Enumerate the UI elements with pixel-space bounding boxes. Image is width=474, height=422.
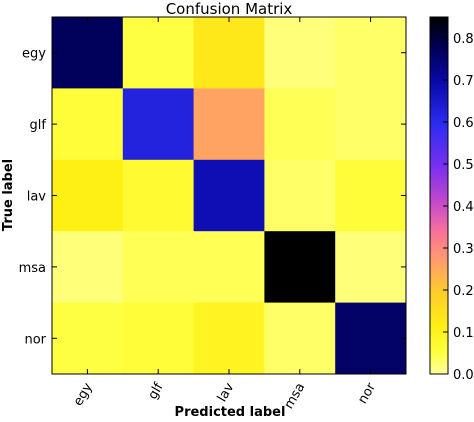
x-tick-label-glf: glf — [145, 380, 166, 402]
x-axis-label: Predicted label — [175, 405, 286, 420]
y-tick-label-egy: egy — [22, 47, 46, 62]
heatmap-cell-glf-lav — [193, 88, 265, 161]
heatmap-cell-nor-glf — [122, 302, 195, 375]
colorbar-tick-label: 0.0 — [453, 368, 474, 383]
heatmap-cell-egy-glf — [122, 17, 195, 89]
colorbar-tick-label: 0.1 — [453, 326, 474, 341]
heatmap-cell-msa-msa — [264, 231, 336, 304]
y-axis-ticks: egy glf lav msa nor — [19, 47, 406, 347]
x-tick-label-egy: egy — [71, 380, 96, 409]
heatmap-cell-msa-glf — [122, 231, 195, 304]
heatmap-cell-glf-msa — [264, 88, 336, 161]
colorbar-tick-label: 0.8 — [453, 32, 474, 47]
colorbar-ticks: 0.0 0.1 0.2 0.3 0.4 0.5 0.6 0.7 0.8 — [443, 32, 474, 383]
colorbar — [429, 16, 449, 375]
heatmap-cell-egy-msa — [264, 17, 336, 89]
y-tick-label-lav: lav — [27, 190, 47, 205]
x-tick-label-lav: lav — [215, 380, 238, 404]
heatmap-cell-lav-glf — [122, 159, 195, 232]
y-tick-label-msa: msa — [19, 261, 46, 276]
chart-title: Confusion Matrix — [166, 0, 293, 18]
heatmap-cell-egy-egy — [52, 17, 124, 89]
colorbar-tick-label: 0.3 — [453, 242, 474, 257]
heatmap-cell-lav-egy — [52, 159, 124, 232]
colorbar-tick-label: 0.4 — [453, 200, 474, 215]
heatmap-cell-egy-nor — [335, 17, 407, 89]
heatmap-cell-nor-egy — [52, 302, 124, 375]
y-axis-label: True label — [1, 159, 16, 231]
heatmap-cell-nor-lav — [193, 302, 265, 375]
heatmap-cell-glf-egy — [52, 88, 124, 161]
x-tick-label-nor: nor — [355, 380, 379, 407]
heatmap-cell-lav-nor — [335, 159, 407, 232]
heatmap-cell-msa-egy — [52, 231, 124, 304]
y-tick-label-glf: glf — [30, 118, 47, 133]
colorbar-tick-label: 0.2 — [453, 284, 474, 299]
heatmap-cell-lav-lav — [193, 159, 265, 232]
heatmap-cells — [52, 17, 407, 375]
heatmap-cell-nor-msa — [264, 302, 336, 375]
x-tick-label-msa: msa — [282, 381, 309, 412]
y-tick-label-nor: nor — [24, 332, 46, 347]
heatmap-cell-msa-nor — [335, 231, 407, 304]
heatmap-cell-nor-nor — [335, 302, 407, 375]
colorbar-tick-label: 0.7 — [453, 74, 474, 89]
colorbar-tick-label: 0.5 — [453, 158, 474, 173]
heatmap-cell-glf-glf — [122, 88, 195, 161]
heatmap-cell-egy-lav — [193, 17, 265, 89]
heatmap-cell-msa-lav — [193, 231, 265, 304]
colorbar-tick-label: 0.6 — [453, 116, 474, 131]
heatmap-cell-glf-nor — [335, 88, 407, 161]
heatmap-cell-lav-msa — [264, 159, 336, 232]
